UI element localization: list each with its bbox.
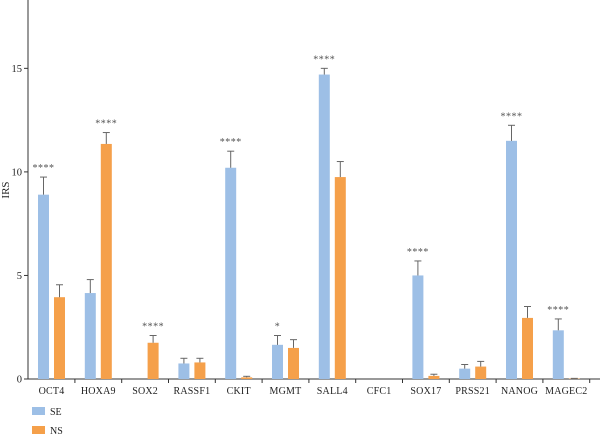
- bar-ns-prss21: [475, 366, 487, 379]
- bar-se-rassf1: [178, 363, 190, 379]
- bar-se-nanog: [506, 140, 517, 379]
- legend-label-se: SE: [50, 407, 62, 418]
- category-label: MGMT: [270, 386, 302, 397]
- bar-ns-nanog: [522, 317, 533, 379]
- category-label: HOXA9: [81, 386, 116, 397]
- bar-ns-sox17: [428, 375, 440, 379]
- y-tick-label: 5: [17, 271, 22, 282]
- bar-se-mgmt: [272, 344, 283, 379]
- category-label: OCT4: [39, 386, 65, 397]
- legend-label-ns: NS: [50, 426, 63, 436]
- significance-label: ****: [220, 137, 242, 148]
- category-label: RASSF1: [174, 386, 211, 397]
- significance-label: ****: [547, 305, 569, 316]
- y-axis-title: IRS: [0, 181, 12, 198]
- bar-ns-oct4: [54, 297, 65, 379]
- bar-se-ckit: [225, 167, 237, 379]
- significance-label: ****: [501, 111, 523, 122]
- category-label: PRSS21: [455, 386, 490, 397]
- bar-ns-hoxa9: [100, 143, 112, 379]
- significance-label: ****: [142, 322, 164, 333]
- category-label: CKIT: [227, 386, 251, 397]
- category-label: CFC1: [367, 386, 392, 397]
- category-label: SOX2: [132, 386, 158, 397]
- bar-se-magec2: [552, 330, 564, 379]
- significance-label: ****: [95, 119, 117, 130]
- significance-label: ****: [407, 247, 429, 258]
- bar-ns-ckit: [241, 377, 253, 379]
- bar-se-hoxa9: [84, 293, 96, 379]
- bars: [38, 74, 580, 380]
- bar-se-prss21: [459, 368, 471, 379]
- category-label: SALL4: [317, 386, 348, 397]
- bar-se-oct4: [38, 194, 49, 379]
- y-tick-label: 15: [12, 64, 23, 75]
- significance-label: ****: [33, 163, 55, 174]
- bar-ns-rassf1: [194, 362, 206, 379]
- axes: 0 5 10 15 IRS: [0, 0, 600, 386]
- significance-label: ****: [313, 54, 335, 65]
- bar-ns-sox2: [147, 342, 159, 379]
- category-label: NANOG: [501, 386, 538, 397]
- legend: SE NS: [32, 407, 63, 436]
- category-labels: OCT4 HOXA9 SOX2 RASSF1 CKIT MGMT SALL4 CFC1 SOX1…: [39, 379, 591, 397]
- bar-se-sall4: [318, 74, 330, 380]
- bar-ns-sall4: [334, 177, 346, 379]
- error-bars: [40, 67, 578, 379]
- y-tick-label: 0: [17, 375, 22, 386]
- significance-label: *: [275, 322, 281, 333]
- y-tick-label: 10: [12, 167, 23, 178]
- bar-se-sox17: [412, 275, 424, 379]
- bar-ns-mgmt: [288, 347, 299, 379]
- legend-swatch-ns: [32, 426, 45, 434]
- category-label: MAGEC2: [545, 386, 587, 397]
- significance-labels: *********************************: [33, 54, 569, 333]
- legend-swatch-se: [32, 407, 45, 415]
- category-label: SOX17: [410, 386, 441, 397]
